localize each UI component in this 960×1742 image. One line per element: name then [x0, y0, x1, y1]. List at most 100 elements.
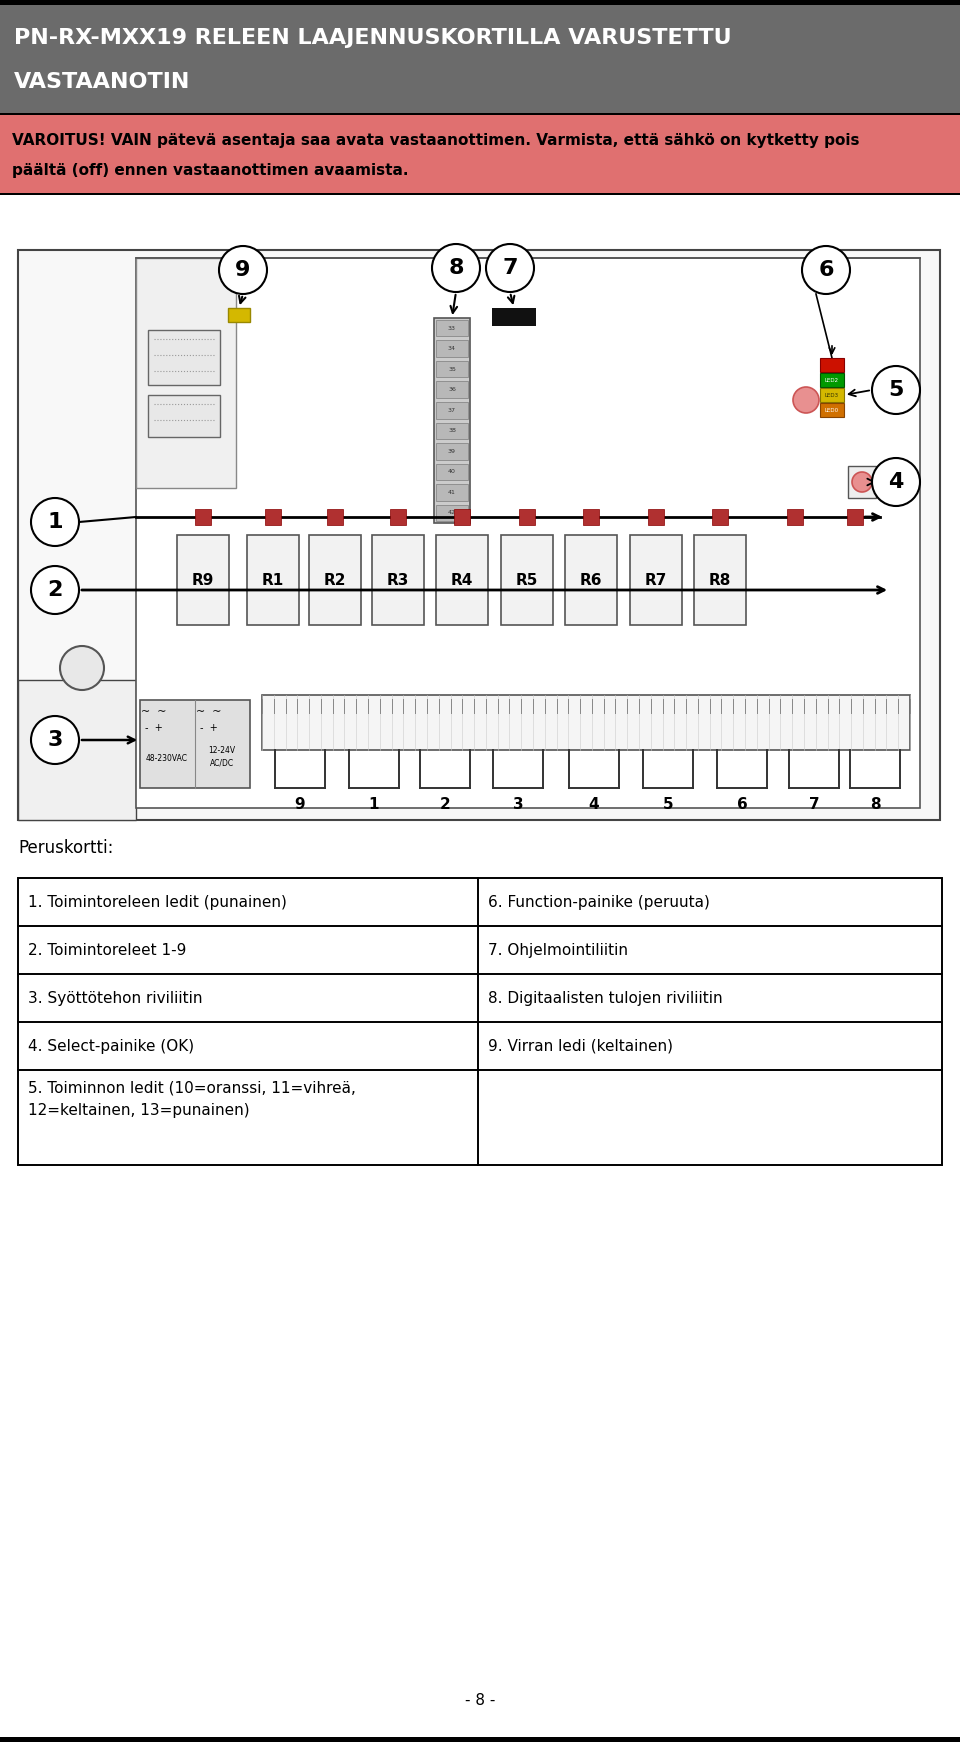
Text: 40: 40 [448, 469, 456, 474]
Bar [177, 535, 229, 625]
Bar [565, 535, 617, 625]
Bar [436, 505, 468, 521]
Text: LED0: LED0 [825, 408, 839, 413]
Bar [195, 509, 211, 524]
Bar [436, 423, 468, 439]
Circle shape [31, 498, 79, 545]
Text: 8. Digitaalisten tulojen riviliitin: 8. Digitaalisten tulojen riviliitin [488, 991, 723, 1005]
Bar [0, 5, 960, 113]
Circle shape [802, 246, 850, 294]
Circle shape [793, 387, 819, 413]
Text: 2: 2 [440, 796, 450, 812]
Bar [847, 509, 863, 524]
Bar [436, 402, 468, 418]
Text: 8: 8 [870, 796, 880, 812]
Bar [0, 113, 960, 115]
Circle shape [872, 366, 920, 415]
Text: VASTAANOTIN: VASTAANOTIN [14, 71, 190, 92]
Bar [694, 535, 746, 625]
Bar [436, 361, 468, 378]
Text: 3. Syöttötehon riviliitin: 3. Syöttötehon riviliitin [28, 991, 203, 1005]
Text: R7: R7 [645, 573, 667, 587]
Text: LED3: LED3 [825, 392, 839, 397]
Bar [436, 321, 468, 336]
Bar [436, 340, 468, 357]
Bar [18, 251, 940, 820]
Bar [327, 509, 343, 524]
Text: R1: R1 [262, 573, 284, 587]
Bar [0, 115, 960, 193]
Text: 1. Toimintoreleen ledit (punainen): 1. Toimintoreleen ledit (punainen) [28, 894, 287, 909]
Text: 2. Toimintoreleet 1-9: 2. Toimintoreleet 1-9 [28, 942, 186, 958]
Circle shape [852, 472, 872, 491]
Bar [436, 442, 468, 460]
Text: VAROITUS! VAIN pätevä asentaja saa avata vastaanottimen. Varmista, että sähkö on: VAROITUS! VAIN pätevä asentaja saa avata… [12, 134, 859, 148]
Text: 42: 42 [448, 510, 456, 516]
Bar [501, 535, 553, 625]
Bar [18, 878, 942, 1165]
Circle shape [31, 716, 79, 765]
Bar [136, 258, 920, 808]
Text: 38: 38 [448, 429, 456, 434]
Bar [436, 535, 488, 625]
Text: 3: 3 [47, 730, 62, 751]
Text: 39: 39 [448, 449, 456, 453]
Bar [0, 193, 960, 195]
Bar [454, 509, 470, 524]
Circle shape [219, 246, 267, 294]
Circle shape [31, 566, 79, 613]
Circle shape [60, 646, 104, 690]
Text: 7. Ohjelmointiliitin: 7. Ohjelmointiliitin [488, 942, 628, 958]
Bar [820, 388, 844, 402]
Bar [492, 308, 536, 326]
Text: PN-RX-MXX19 RELEEN LAAJENNUSKORTILLA VARUSTETTU: PN-RX-MXX19 RELEEN LAAJENNUSKORTILLA VAR… [14, 28, 732, 49]
Text: 4: 4 [588, 796, 599, 812]
Bar [140, 700, 250, 787]
Bar [18, 679, 136, 820]
Text: -  +: - + [200, 723, 218, 733]
Bar [630, 535, 682, 625]
Circle shape [486, 244, 534, 293]
Bar [309, 535, 361, 625]
Bar [436, 463, 468, 481]
Text: 3: 3 [513, 796, 523, 812]
Text: 9: 9 [295, 796, 305, 812]
Text: 1: 1 [47, 512, 62, 531]
Text: 5: 5 [662, 796, 673, 812]
Bar [820, 359, 844, 373]
Bar [148, 395, 220, 437]
Text: R4: R4 [451, 573, 473, 587]
Text: R6: R6 [580, 573, 602, 587]
Bar [372, 535, 424, 625]
Bar [583, 509, 599, 524]
Bar [436, 381, 468, 397]
Circle shape [872, 458, 920, 505]
Text: 4. Select-painike (OK): 4. Select-painike (OK) [28, 1038, 194, 1054]
Text: 12=keltainen, 13=punainen): 12=keltainen, 13=punainen) [28, 1103, 250, 1118]
Bar [787, 509, 803, 524]
Bar [712, 509, 728, 524]
Text: R8: R8 [708, 573, 732, 587]
Bar [648, 509, 664, 524]
Text: 5. Toiminnon ledit (10=oranssi, 11=vihreä,: 5. Toiminnon ledit (10=oranssi, 11=vihre… [28, 1080, 356, 1096]
Text: 6: 6 [818, 260, 833, 280]
Bar [436, 484, 468, 500]
Text: 2: 2 [47, 580, 62, 599]
Bar [0, 1737, 960, 1742]
Bar [434, 319, 470, 523]
Bar [265, 509, 281, 524]
Text: 9: 9 [235, 260, 251, 280]
Bar [148, 329, 220, 385]
Text: 34: 34 [448, 347, 456, 352]
Bar [390, 509, 406, 524]
Text: 36: 36 [448, 387, 456, 392]
Text: 12-24V: 12-24V [208, 746, 235, 754]
Text: 4: 4 [888, 472, 903, 491]
Bar [228, 308, 250, 322]
Text: R3: R3 [387, 573, 409, 587]
Text: ~  ~: ~ ~ [196, 707, 222, 718]
Text: 1: 1 [369, 796, 379, 812]
Text: ~  ~: ~ ~ [141, 707, 167, 718]
Text: 6. Function-painike (peruuta): 6. Function-painike (peruuta) [488, 894, 709, 909]
Text: 5: 5 [888, 380, 903, 401]
